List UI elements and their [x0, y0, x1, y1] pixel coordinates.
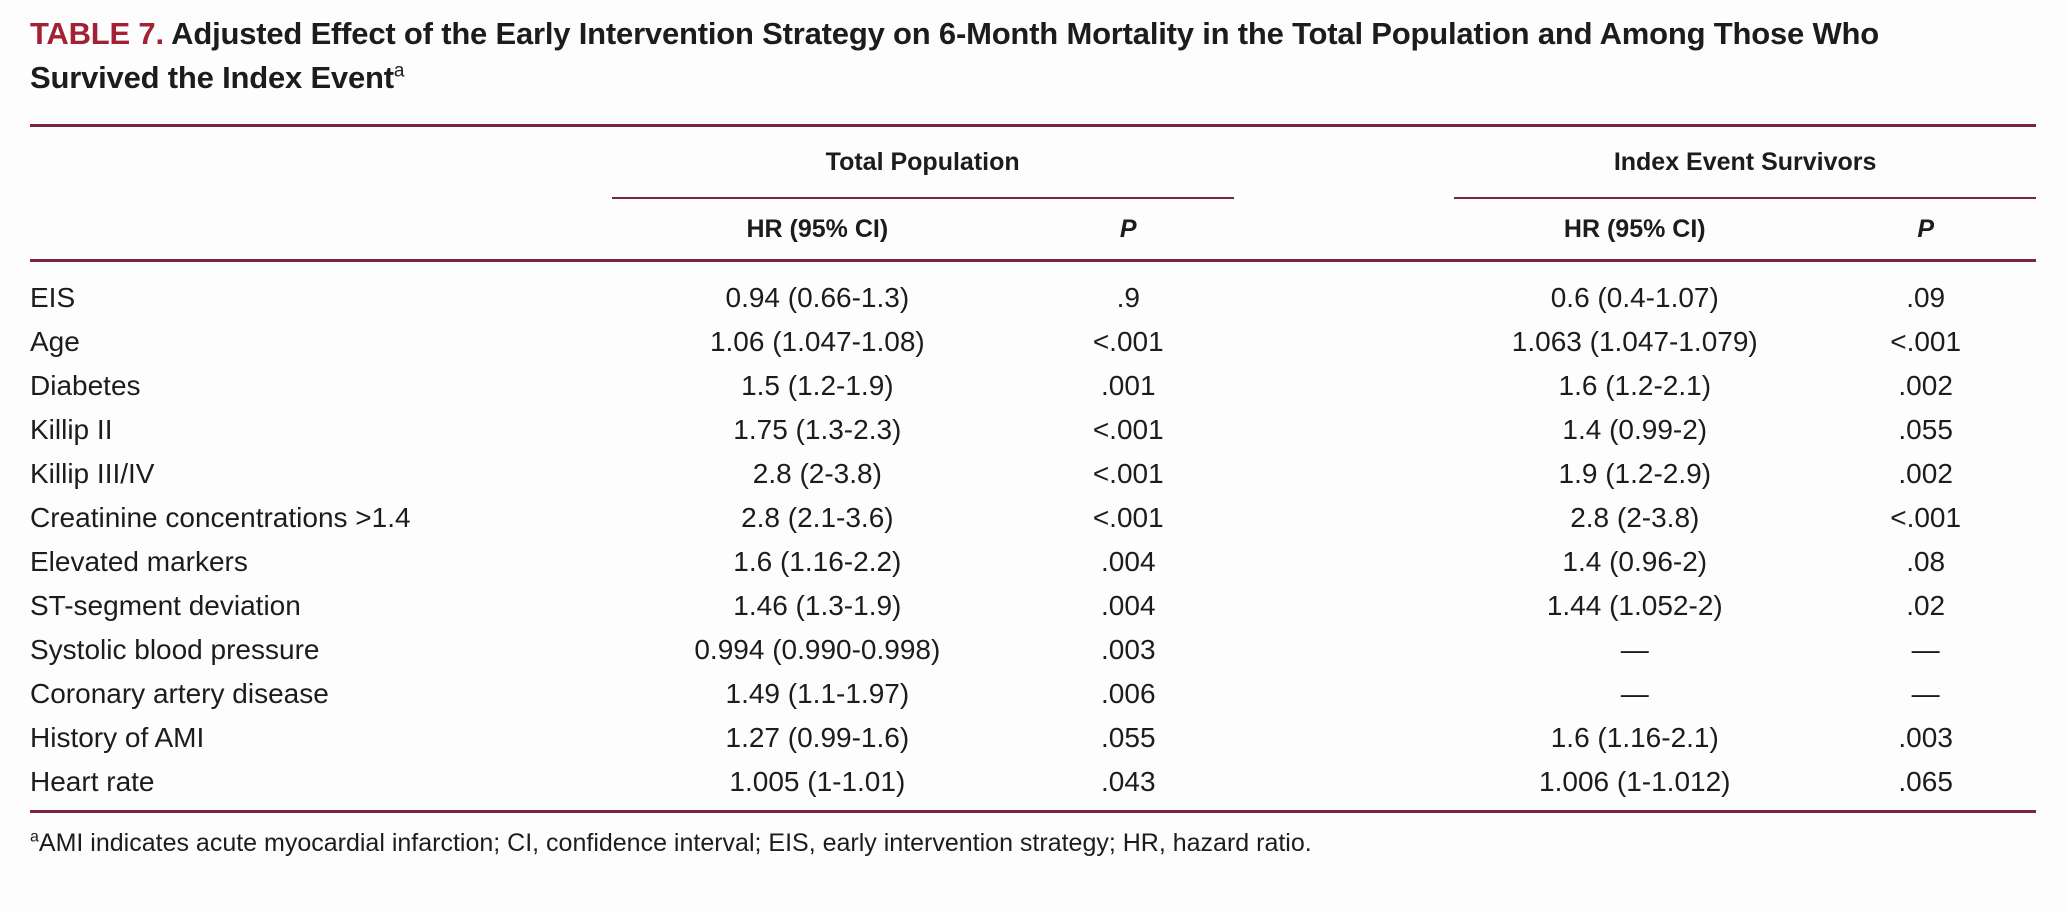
ies-p-value: .02	[1906, 590, 1946, 621]
table-row-killip-iii-iv: Killip III/IV 2.8 (2-3.8) <.001 1.9 (1.2…	[30, 452, 2036, 496]
ies-p-value: .002	[1898, 458, 1953, 489]
ies-p-value: .09	[1906, 282, 1946, 313]
table-number-label: TABLE 7.	[30, 16, 164, 51]
table-footnote: aAMI indicates acute myocardial infarcti…	[30, 827, 2036, 859]
row-label: Heart rate	[30, 760, 612, 813]
ies-p-value: .065	[1815, 760, 2036, 813]
ies-hr-value: —	[1620, 678, 1649, 709]
subheader-gap	[1233, 198, 1455, 262]
row-label: Creatinine concentrations >1.4	[30, 502, 411, 533]
ies-hr-value: 1.4 (0.96-2)	[1562, 546, 1708, 577]
tp-hr-value: 1.005 (1-1.01)	[611, 760, 1023, 813]
tp-hr-value: 1.75 (1.3-2.3)	[733, 414, 902, 445]
tp-hr-value: 1.27 (0.99-1.6)	[725, 722, 910, 753]
row-label: History of AMI	[30, 722, 205, 753]
tp-p-value: .004	[1101, 590, 1156, 621]
table-row-diabetes: Diabetes 1.5 (1.2-1.9) .001 1.6 (1.2-2.1…	[30, 364, 2036, 408]
table-row-history-of-ami: History of AMI 1.27 (0.99-1.6) .055 1.6 …	[30, 716, 2036, 760]
tp-p-value: .055	[1101, 722, 1156, 753]
ies-p-value: —	[1911, 678, 1940, 709]
ies-p-value: <.001	[1890, 326, 1962, 357]
ies-hr-value: 1.4 (0.99-2)	[1562, 414, 1708, 445]
subheader-ies-p: P	[1815, 198, 2036, 262]
ies-hr-value: 0.6 (0.4-1.07)	[1550, 282, 1719, 313]
tp-p-value: <.001	[1092, 458, 1164, 489]
tp-p-value: .043	[1022, 760, 1234, 813]
tp-hr-value: 1.5 (1.2-1.9)	[741, 370, 894, 401]
group-header-total-population: Total Population	[611, 127, 1234, 199]
table-row-elevated-markers: Elevated markers 1.6 (1.16-2.2) .004 1.4…	[30, 540, 2036, 584]
table-title-text: Adjusted Effect of the Early Interventio…	[30, 16, 1880, 95]
subheader-spacer	[30, 198, 612, 262]
table-row-st-segment: ST-segment deviation 1.46 (1.3-1.9) .004…	[30, 584, 2036, 628]
table-row-killip-ii: Killip II 1.75 (1.3-2.3) <.001 1.4 (0.99…	[30, 408, 2036, 452]
row-label: Systolic blood pressure	[30, 634, 320, 665]
table-row-heart-rate: Heart rate 1.005 (1-1.01) .043 1.006 (1-…	[30, 760, 2036, 813]
subheader-ies-hr: HR (95% CI)	[1454, 198, 1816, 262]
ies-p-value: <.001	[1890, 502, 1962, 533]
table-row-eis: EIS 0.94 (0.66-1.3) .9 0.6 (0.4-1.07) .0…	[30, 261, 2036, 321]
footnote-marker: a	[30, 828, 39, 846]
subheader-tp-hr: HR (95% CI)	[611, 198, 1023, 262]
table-row-creatinine: Creatinine concentrations >1.4 2.8 (2.1-…	[30, 496, 2036, 540]
ies-hr-value: 1.44 (1.052-2)	[1546, 590, 1723, 621]
ies-p-value: .003	[1898, 722, 1953, 753]
tp-p-value: .003	[1101, 634, 1156, 665]
ies-p-value: .08	[1906, 546, 1946, 577]
row-label: ST-segment deviation	[30, 590, 301, 621]
footnote-text: AMI indicates acute myocardial infarctio…	[38, 829, 1312, 857]
subheader-row: HR (95% CI) P HR (95% CI) P	[30, 198, 2036, 262]
row-label: Diabetes	[30, 370, 141, 401]
top-rule	[30, 124, 2036, 127]
tp-hr-value: 1.6 (1.16-2.2)	[733, 546, 902, 577]
tp-p-value: .001	[1101, 370, 1156, 401]
tp-p-value: .9	[1116, 282, 1140, 313]
table-title: TABLE 7. Adjusted Effect of the Early In…	[30, 12, 1990, 100]
subheader-tp-p: P	[1022, 198, 1234, 262]
tp-p-value: .006	[1101, 678, 1156, 709]
ies-hr-value: 1.063 (1.047-1.079)	[1511, 326, 1758, 357]
group-header-row: Total Population Index Event Survivors	[30, 127, 2036, 199]
ies-hr-value: 1.6 (1.16-2.1)	[1550, 722, 1719, 753]
table-row-age: Age 1.06 (1.047-1.08) <.001 1.063 (1.047…	[30, 320, 2036, 364]
table-title-footnote-marker: a	[393, 60, 405, 82]
tp-hr-value: 1.49 (1.1-1.97)	[725, 678, 910, 709]
tp-hr-value: 0.994 (0.990-0.998)	[694, 634, 941, 665]
group-header-index-event-survivors: Index Event Survivors	[1454, 127, 2036, 199]
table-row-systolic-bp: Systolic blood pressure 0.994 (0.990-0.9…	[30, 628, 2036, 672]
tp-p-value: <.001	[1092, 414, 1164, 445]
row-label: EIS	[30, 282, 76, 313]
results-table: Total Population Index Event Survivors H…	[30, 127, 2036, 813]
tp-hr-value: 1.46 (1.3-1.9)	[733, 590, 902, 621]
row-label: Age	[30, 326, 80, 357]
ies-p-value: .002	[1898, 370, 1953, 401]
ies-hr-value: 1.6 (1.2-2.1)	[1558, 370, 1712, 401]
ies-hr-value: 1.9 (1.2-2.9)	[1558, 458, 1712, 489]
tp-p-value: <.001	[1092, 326, 1164, 357]
row-label: Killip II	[30, 414, 113, 445]
ies-hr-value: —	[1620, 634, 1649, 665]
table-row-coronary-artery-disease: Coronary artery disease 1.49 (1.1-1.97) …	[30, 672, 2036, 716]
tp-hr-value: 2.8 (2.1-3.6)	[741, 502, 894, 533]
row-label: Killip III/IV	[30, 458, 155, 489]
ies-hr-value: 1.006 (1-1.012)	[1454, 760, 1816, 813]
row-label: Coronary artery disease	[30, 678, 329, 709]
tp-hr-value: 2.8 (2-3.8)	[752, 458, 882, 489]
ies-p-value: —	[1911, 634, 1940, 665]
tp-p-value: .004	[1101, 546, 1156, 577]
ies-p-value: .055	[1898, 414, 1953, 445]
tp-p-value: <.001	[1092, 502, 1164, 533]
group-header-spacer	[30, 127, 612, 198]
group-header-gap	[1234, 127, 1455, 198]
row-label: Elevated markers	[30, 546, 248, 577]
ies-hr-value: 2.8 (2-3.8)	[1570, 502, 1700, 533]
tp-hr-value: 1.06 (1.047-1.08)	[709, 326, 925, 357]
tp-hr-value: 0.94 (0.66-1.3)	[725, 282, 910, 313]
